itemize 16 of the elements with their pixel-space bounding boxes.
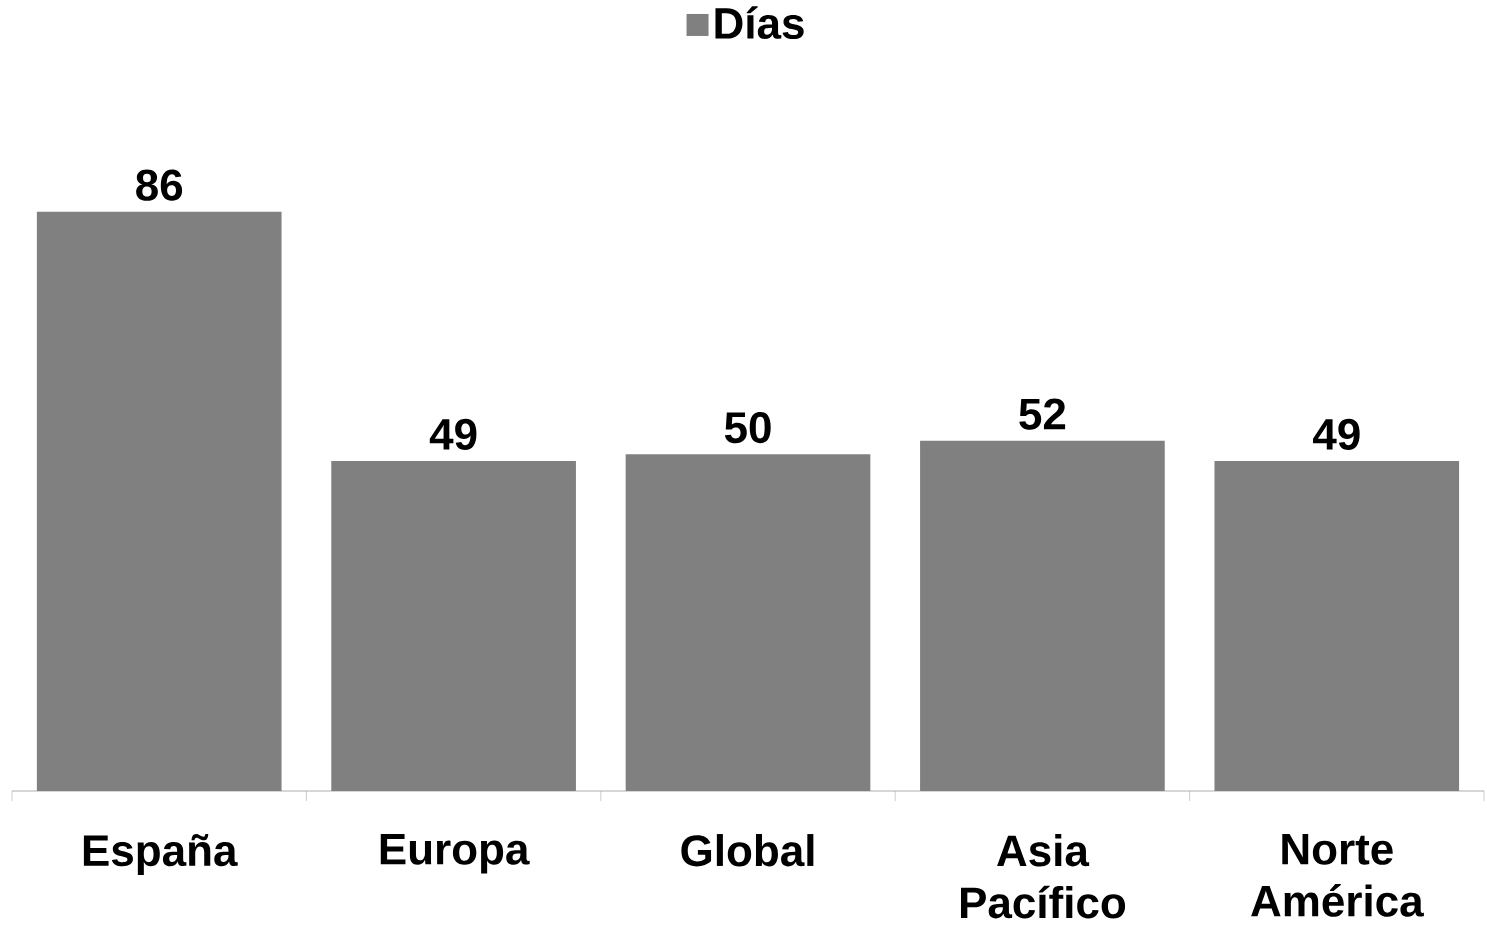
data-label: 50 bbox=[724, 412, 771, 444]
bar bbox=[1214, 460, 1460, 791]
data-label: 86 bbox=[136, 169, 183, 201]
bar bbox=[36, 211, 282, 791]
x-tick-label: España bbox=[83, 834, 238, 875]
data-label: 52 bbox=[1019, 398, 1066, 430]
bar bbox=[920, 440, 1165, 791]
bar bbox=[331, 460, 576, 791]
x-tick-label: Global bbox=[681, 834, 814, 867]
x-tick-label: Europa bbox=[380, 834, 530, 874]
x-tick-label: Asia Pacífico bbox=[960, 834, 1126, 919]
x-tick-label: Norte América bbox=[1251, 834, 1424, 917]
data-label: 49 bbox=[429, 418, 477, 450]
data-label: 49 bbox=[1313, 418, 1360, 450]
legend-label: Días bbox=[715, 6, 804, 40]
bar bbox=[625, 454, 871, 791]
